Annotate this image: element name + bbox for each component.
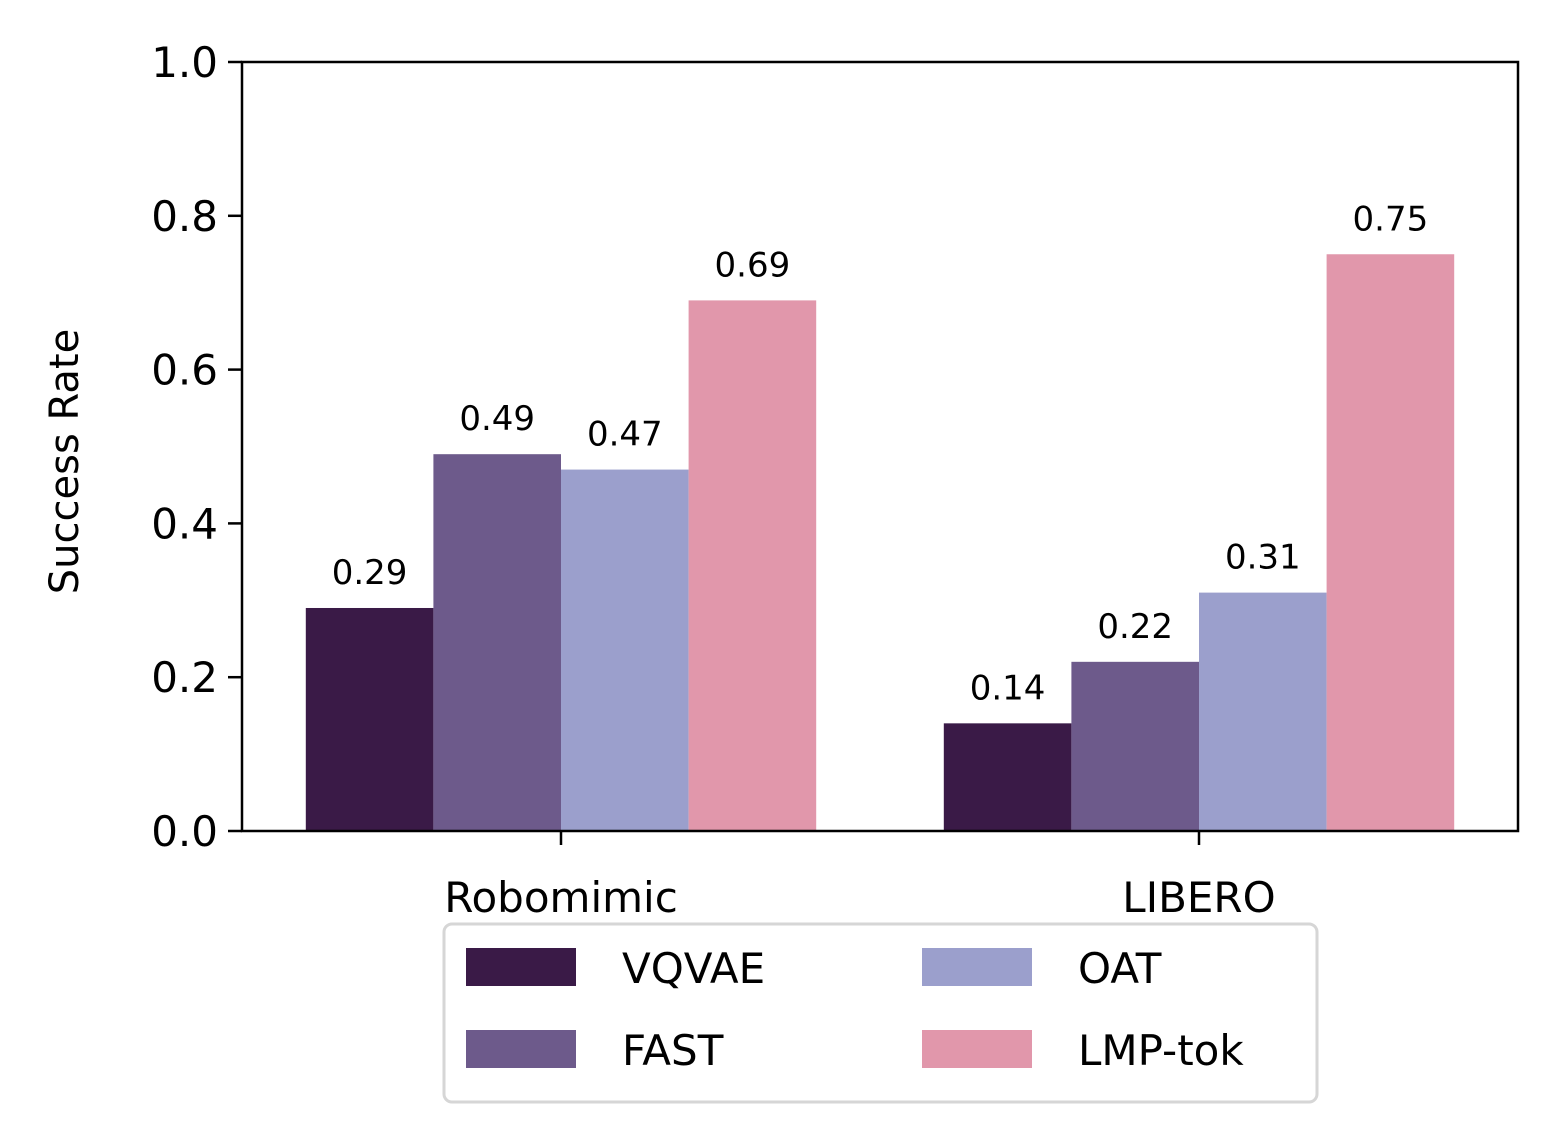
x-tick-label: Robomimic bbox=[444, 873, 678, 922]
y-tick-label: 0.4 bbox=[151, 499, 218, 548]
data-label: 0.47 bbox=[587, 415, 663, 455]
data-label: 0.75 bbox=[1353, 199, 1429, 239]
y-tick-label: 0.8 bbox=[151, 192, 218, 241]
legend-label: LMP-tok bbox=[1078, 1026, 1244, 1075]
x-axis: Robomimic LIBERO bbox=[444, 831, 1276, 922]
bar-vqvae-libero bbox=[943, 723, 1072, 831]
y-axis: 0.0 0.2 0.4 0.6 0.8 1.0 bbox=[151, 38, 242, 856]
legend-box bbox=[442, 922, 1319, 1104]
legend-swatch-lmp-tok bbox=[922, 1030, 1032, 1068]
x-tick-label: LIBERO bbox=[1122, 873, 1275, 922]
bar-fast-robomimic bbox=[433, 454, 561, 831]
data-labels-layer: 0.29 0.49 0.47 0.69 0.14 0.22 0.31 0.75 bbox=[332, 199, 1429, 708]
data-label: 0.22 bbox=[1097, 607, 1173, 647]
bar-oat-robomimic bbox=[561, 469, 689, 831]
plot-frame bbox=[240, 60, 1520, 833]
legend-swatch-fast bbox=[466, 1030, 576, 1068]
legend-label: FAST bbox=[622, 1026, 724, 1075]
bar-lmp-tok-robomimic bbox=[688, 300, 817, 831]
data-label: 0.49 bbox=[459, 399, 535, 439]
legend-label: VQVAE bbox=[622, 944, 765, 993]
legend-swatch-oat bbox=[922, 948, 1032, 986]
data-label: 0.69 bbox=[715, 245, 791, 285]
y-tick-label: 0.6 bbox=[151, 346, 218, 395]
bar-oat-libero bbox=[1199, 592, 1327, 831]
y-tick-label: 0.2 bbox=[151, 653, 218, 702]
bars-layer bbox=[305, 254, 1455, 831]
legend-label: OAT bbox=[1078, 944, 1162, 993]
data-label: 0.14 bbox=[970, 668, 1046, 708]
bar-lmp-tok-libero bbox=[1326, 254, 1455, 831]
data-label: 0.29 bbox=[332, 553, 408, 593]
y-axis-title: Success Rate bbox=[42, 329, 88, 594]
y-tick-label: 0.0 bbox=[151, 807, 218, 856]
bar-vqvae-robomimic bbox=[305, 607, 434, 831]
legend-swatch-vqvae bbox=[466, 948, 576, 986]
bar-fast-libero bbox=[1071, 661, 1199, 831]
legend: VQVAE FAST OAT LMP-tok bbox=[442, 922, 1319, 1104]
data-label: 0.31 bbox=[1225, 538, 1301, 578]
y-tick-label: 1.0 bbox=[151, 38, 218, 87]
